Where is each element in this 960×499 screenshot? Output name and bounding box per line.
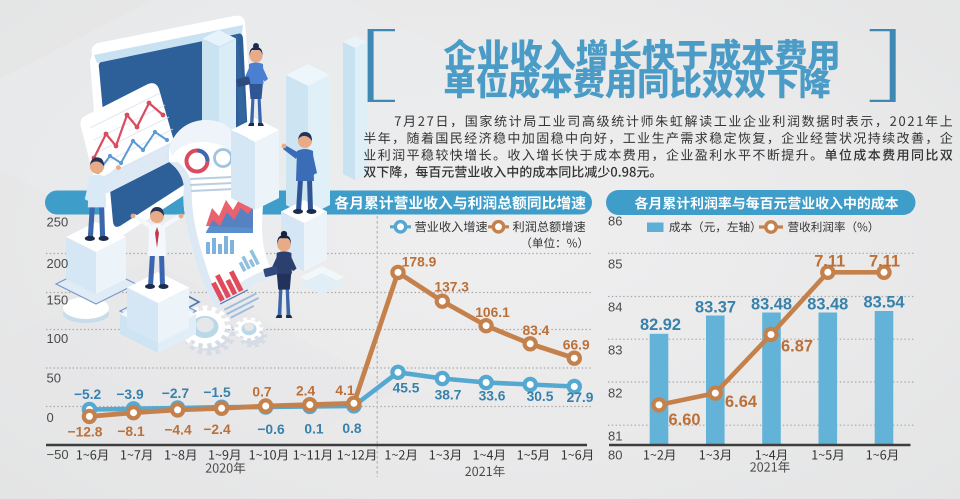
svg-text:83.4: 83.4 bbox=[522, 323, 549, 338]
svg-text:6.87: 6.87 bbox=[781, 338, 813, 356]
svg-text:83.48: 83.48 bbox=[807, 295, 848, 313]
svg-text:−8.1: −8.1 bbox=[117, 424, 145, 439]
svg-text:200: 200 bbox=[47, 256, 69, 271]
svg-text:−1.5: −1.5 bbox=[203, 385, 231, 400]
svg-text:−12.8: −12.8 bbox=[68, 424, 103, 439]
svg-text:150: 150 bbox=[47, 293, 69, 308]
svg-text:30.5: 30.5 bbox=[527, 389, 554, 404]
svg-text:−5.2: −5.2 bbox=[74, 387, 102, 402]
svg-text:82: 82 bbox=[608, 386, 622, 401]
svg-text:85: 85 bbox=[608, 257, 622, 272]
svg-text:250: 250 bbox=[47, 215, 69, 230]
svg-text:−3.9: −3.9 bbox=[116, 387, 144, 402]
svg-text:6.60: 6.60 bbox=[669, 411, 701, 429]
svg-text:0: 0 bbox=[47, 410, 54, 425]
svg-text:−0.6: −0.6 bbox=[257, 422, 285, 437]
svg-text:86: 86 bbox=[608, 214, 622, 229]
svg-text:83: 83 bbox=[608, 343, 622, 358]
svg-text:66.9: 66.9 bbox=[563, 337, 590, 352]
svg-text:100: 100 bbox=[47, 331, 69, 346]
svg-text:0.1: 0.1 bbox=[304, 421, 324, 436]
svg-text:84: 84 bbox=[608, 300, 622, 315]
svg-text:178.9: 178.9 bbox=[402, 254, 437, 269]
svg-text:83.54: 83.54 bbox=[863, 293, 905, 311]
svg-text:7.11: 7.11 bbox=[869, 252, 900, 270]
svg-text:4.1: 4.1 bbox=[335, 383, 355, 398]
svg-text:106.1: 106.1 bbox=[475, 305, 510, 320]
svg-text:82.92: 82.92 bbox=[640, 316, 681, 334]
svg-text:38.7: 38.7 bbox=[435, 387, 462, 402]
svg-text:81: 81 bbox=[608, 428, 622, 443]
svg-text:6.64: 6.64 bbox=[725, 393, 758, 411]
svg-text:−4.4: −4.4 bbox=[164, 422, 192, 437]
svg-text:83.48: 83.48 bbox=[751, 295, 792, 313]
svg-text:0.7: 0.7 bbox=[252, 384, 272, 399]
svg-text:−50: −50 bbox=[47, 447, 69, 462]
svg-text:0.8: 0.8 bbox=[342, 421, 362, 436]
svg-text:137.3: 137.3 bbox=[434, 280, 469, 295]
svg-text:50: 50 bbox=[47, 371, 61, 386]
svg-text:80: 80 bbox=[608, 448, 622, 463]
svg-text:83.37: 83.37 bbox=[695, 298, 736, 316]
svg-text:27.9: 27.9 bbox=[567, 390, 594, 405]
svg-text:45.5: 45.5 bbox=[393, 380, 420, 395]
svg-text:−2.7: −2.7 bbox=[162, 386, 190, 401]
svg-text:−2.4: −2.4 bbox=[203, 422, 231, 437]
svg-text:7.11: 7.11 bbox=[814, 252, 845, 270]
svg-text:33.6: 33.6 bbox=[479, 388, 506, 403]
svg-text:2.4: 2.4 bbox=[296, 383, 316, 398]
